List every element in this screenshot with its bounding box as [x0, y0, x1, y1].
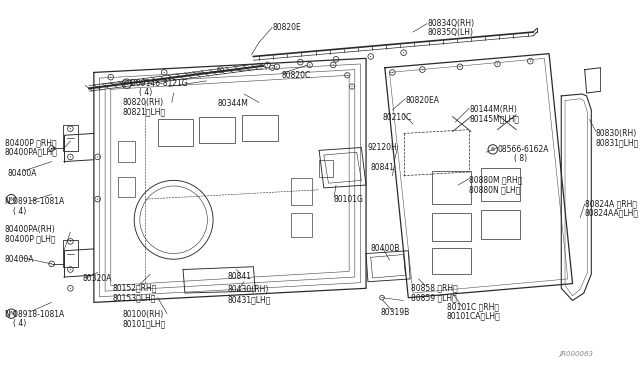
- Text: 80841: 80841: [371, 163, 395, 173]
- Text: 80400P 〈LH〉: 80400P 〈LH〉: [4, 235, 55, 244]
- Circle shape: [51, 263, 52, 264]
- Bar: [63, 125, 78, 151]
- Text: 80430(RH): 80430(RH): [227, 285, 269, 295]
- Bar: [432, 248, 471, 274]
- Circle shape: [70, 241, 71, 242]
- Circle shape: [220, 69, 221, 70]
- Text: ( 8): ( 8): [515, 154, 527, 163]
- Circle shape: [381, 297, 383, 298]
- Bar: [63, 240, 78, 267]
- Bar: [118, 177, 135, 197]
- Text: 80400A: 80400A: [4, 256, 34, 264]
- Text: 80834Q(RH): 80834Q(RH): [427, 19, 474, 28]
- Text: 80821〈LH〉: 80821〈LH〉: [122, 107, 165, 116]
- Text: 80859 〈LH〉: 80859 〈LH〉: [411, 293, 457, 302]
- Text: Ð09146-8121G: Ð09146-8121G: [129, 79, 188, 88]
- Circle shape: [276, 66, 278, 67]
- Text: 80101CA〈LH〉: 80101CA〈LH〉: [447, 312, 500, 321]
- Circle shape: [403, 52, 404, 53]
- Circle shape: [422, 69, 423, 70]
- Text: 80830(RH): 80830(RH): [596, 129, 637, 138]
- Circle shape: [351, 86, 353, 87]
- Text: 80100(RH): 80100(RH): [122, 310, 163, 319]
- Text: 80400B: 80400B: [371, 244, 400, 253]
- Text: N 08918-1081A: N 08918-1081A: [4, 197, 64, 206]
- Bar: [118, 141, 135, 161]
- Circle shape: [70, 156, 71, 157]
- Text: JR000063: JR000063: [559, 351, 593, 357]
- Text: N: N: [9, 197, 13, 202]
- Text: 80101C 〈RH〉: 80101C 〈RH〉: [447, 302, 499, 311]
- Circle shape: [530, 61, 531, 62]
- Circle shape: [70, 128, 71, 129]
- Text: 80210C: 80210C: [383, 113, 412, 122]
- Text: 80824A 〈RH〉: 80824A 〈RH〉: [585, 199, 637, 208]
- Text: 80820EA: 80820EA: [406, 96, 440, 105]
- Text: 80841: 80841: [227, 272, 251, 281]
- Text: 80858 〈RH〉: 80858 〈RH〉: [411, 283, 458, 293]
- Bar: [432, 171, 471, 204]
- Text: 80431〈LH〉: 80431〈LH〉: [227, 295, 271, 304]
- Circle shape: [347, 75, 348, 76]
- Text: 80835Q(LH): 80835Q(LH): [427, 28, 473, 37]
- Circle shape: [271, 67, 273, 68]
- Circle shape: [333, 64, 334, 65]
- Circle shape: [267, 64, 268, 65]
- Circle shape: [164, 72, 165, 73]
- Text: Ð: Ð: [124, 81, 129, 86]
- Text: 80400P 〈RH〉: 80400P 〈RH〉: [4, 138, 56, 147]
- Circle shape: [392, 72, 393, 73]
- Text: 80880M 〈RH〉: 80880M 〈RH〉: [469, 176, 523, 185]
- Text: S: S: [491, 147, 495, 152]
- Text: 08566-6162A: 08566-6162A: [497, 145, 549, 154]
- Circle shape: [110, 77, 111, 78]
- Circle shape: [97, 156, 98, 157]
- Bar: [291, 179, 312, 205]
- Text: 80820(RH): 80820(RH): [122, 98, 163, 107]
- Bar: [199, 116, 235, 143]
- Text: N 08918-1081A: N 08918-1081A: [4, 310, 64, 319]
- Bar: [242, 115, 278, 141]
- Text: ( 4): ( 4): [139, 89, 152, 97]
- Bar: [481, 168, 520, 201]
- Text: ( 4): ( 4): [13, 319, 26, 328]
- Bar: [319, 160, 333, 177]
- Text: 80145M〈LH〉: 80145M〈LH〉: [469, 115, 519, 124]
- Text: 80153〈LH〉: 80153〈LH〉: [113, 293, 156, 302]
- Text: 80101〈LH〉: 80101〈LH〉: [122, 319, 165, 328]
- Text: 80400PA(RH): 80400PA(RH): [4, 225, 56, 234]
- Text: 80319B: 80319B: [380, 308, 410, 317]
- Text: 80820E: 80820E: [272, 23, 301, 32]
- Text: 80144M(RH): 80144M(RH): [469, 105, 517, 114]
- Circle shape: [370, 56, 371, 57]
- Text: N: N: [9, 311, 13, 316]
- Circle shape: [335, 59, 337, 60]
- Text: 80824AA〈LH〉: 80824AA〈LH〉: [585, 209, 639, 218]
- Text: ( 4): ( 4): [13, 207, 26, 216]
- Bar: [157, 119, 193, 146]
- Bar: [481, 211, 520, 238]
- Text: 80152〈RH〉: 80152〈RH〉: [113, 283, 157, 293]
- Circle shape: [497, 63, 498, 65]
- Circle shape: [70, 269, 71, 270]
- Circle shape: [51, 148, 52, 149]
- Text: 80400A: 80400A: [8, 169, 37, 178]
- Circle shape: [97, 199, 98, 200]
- Bar: [291, 213, 312, 237]
- Text: 80820C: 80820C: [282, 71, 311, 80]
- Circle shape: [70, 288, 71, 289]
- Circle shape: [300, 61, 301, 62]
- Text: 80101G: 80101G: [333, 195, 363, 204]
- Text: 80400PA〈LH〉: 80400PA〈LH〉: [4, 148, 58, 157]
- Text: 80831〈LH〉: 80831〈LH〉: [596, 138, 639, 147]
- Text: 80344M: 80344M: [218, 99, 248, 108]
- Bar: [432, 213, 471, 241]
- Circle shape: [309, 64, 310, 65]
- Text: 80320A: 80320A: [83, 274, 112, 283]
- Text: 92120H: 92120H: [368, 143, 397, 152]
- Text: 80880N 〈LH〉: 80880N 〈LH〉: [469, 185, 521, 194]
